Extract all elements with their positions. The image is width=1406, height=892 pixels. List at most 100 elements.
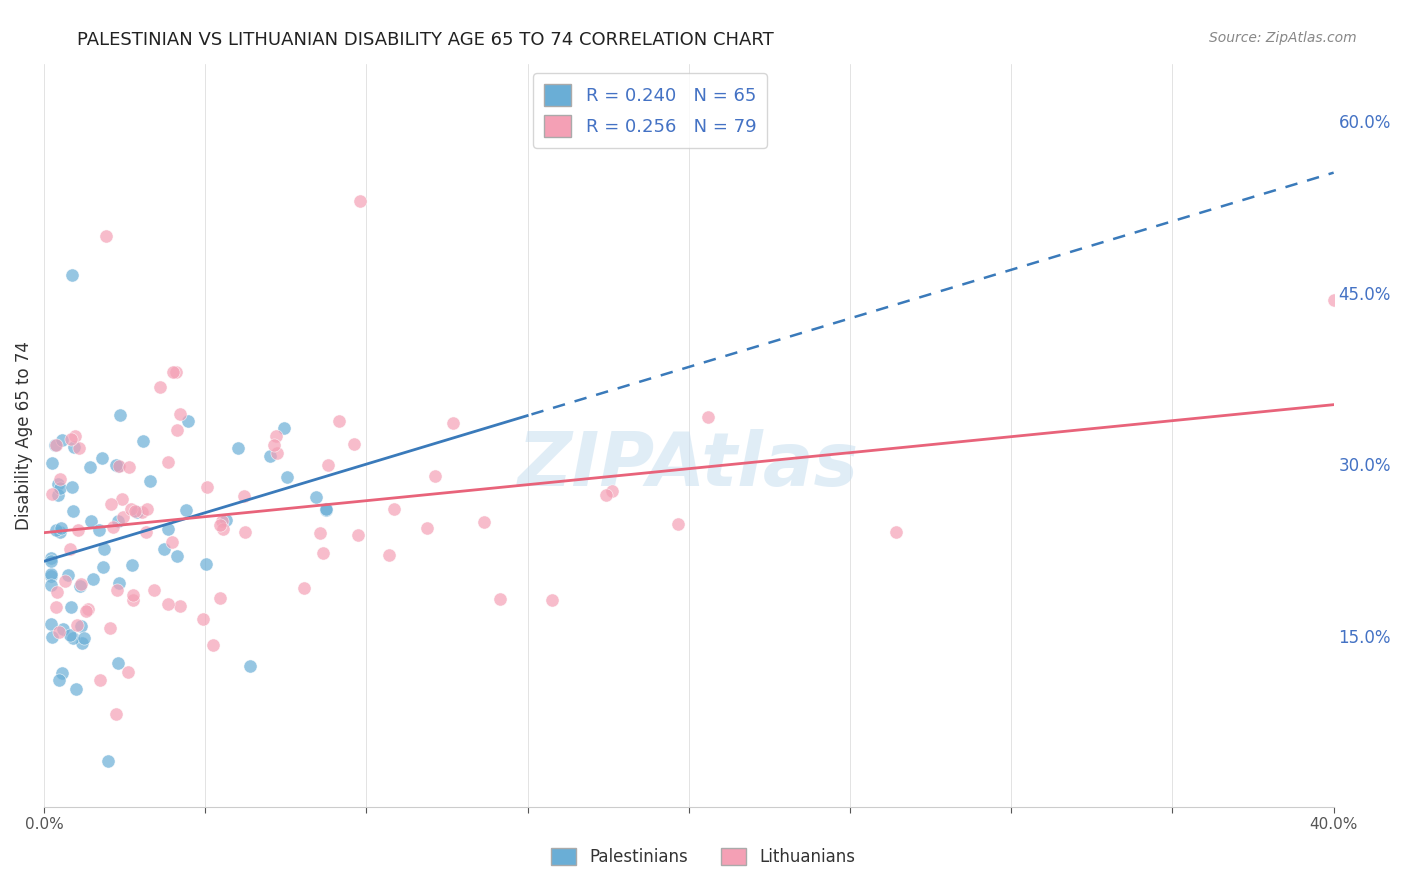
Point xyxy=(67,442,90,456)
Point xyxy=(108,575,131,590)
Point xyxy=(233,489,256,503)
Point xyxy=(48,472,70,486)
Point xyxy=(266,446,288,460)
Point xyxy=(79,460,101,475)
Legend: Palestinians, Lithuanians: Palestinians, Lithuanians xyxy=(544,841,862,873)
Point xyxy=(45,438,67,452)
Point xyxy=(124,504,146,518)
Point xyxy=(100,497,122,511)
Point xyxy=(107,515,129,529)
Point xyxy=(211,522,233,536)
Point xyxy=(264,428,287,442)
Point xyxy=(177,414,200,428)
Point xyxy=(416,521,439,535)
Point xyxy=(63,441,86,455)
Point xyxy=(135,524,157,539)
Point xyxy=(101,520,124,534)
Point xyxy=(208,591,231,606)
Point xyxy=(69,579,91,593)
Point xyxy=(82,572,104,586)
Point xyxy=(65,429,87,443)
Point xyxy=(107,459,129,474)
Point xyxy=(66,618,89,632)
Point xyxy=(541,592,564,607)
Point xyxy=(39,566,62,581)
Point xyxy=(51,434,73,448)
Point xyxy=(117,460,139,475)
Point xyxy=(125,505,148,519)
Point xyxy=(58,568,80,582)
Point xyxy=(169,407,191,421)
Point xyxy=(59,600,82,615)
Point xyxy=(226,441,249,455)
Point xyxy=(91,450,114,465)
Point xyxy=(41,457,63,471)
Point xyxy=(343,437,366,451)
Point xyxy=(423,469,446,483)
Point xyxy=(884,524,907,539)
Point xyxy=(160,534,183,549)
Point xyxy=(328,414,350,428)
Point xyxy=(93,542,115,557)
Point xyxy=(315,503,337,517)
Point xyxy=(697,409,720,424)
Point xyxy=(121,558,143,573)
Point xyxy=(122,592,145,607)
Point xyxy=(131,505,153,519)
Point xyxy=(193,612,215,626)
Point xyxy=(169,599,191,613)
Point xyxy=(382,501,405,516)
Point xyxy=(59,432,82,446)
Point xyxy=(489,592,512,607)
Point xyxy=(316,458,339,472)
Point xyxy=(66,524,89,538)
Point xyxy=(149,380,172,394)
Point xyxy=(595,488,617,502)
Point xyxy=(49,481,72,495)
Point xyxy=(666,517,689,532)
Text: PALESTINIAN VS LITHUANIAN DISABILITY AGE 65 TO 74 CORRELATION CHART: PALESTINIAN VS LITHUANIAN DISABILITY AGE… xyxy=(77,31,775,49)
Point xyxy=(49,524,72,539)
Point xyxy=(65,682,87,697)
Point xyxy=(111,491,134,506)
Point xyxy=(166,423,188,437)
Point xyxy=(48,625,70,640)
Point xyxy=(263,438,285,452)
Point xyxy=(39,578,62,592)
Point xyxy=(156,597,179,611)
Point xyxy=(45,599,67,614)
Point xyxy=(347,528,370,542)
Y-axis label: Disability Age 65 to 74: Disability Age 65 to 74 xyxy=(15,341,32,530)
Point xyxy=(45,523,67,537)
Point xyxy=(211,514,233,528)
Point xyxy=(117,665,139,680)
Point xyxy=(122,588,145,602)
Point xyxy=(46,488,69,502)
Point xyxy=(52,623,75,637)
Point xyxy=(51,665,73,680)
Point xyxy=(39,550,62,565)
Point xyxy=(378,548,401,562)
Point xyxy=(48,673,70,687)
Point xyxy=(273,421,295,435)
Point xyxy=(59,541,82,556)
Point xyxy=(209,517,232,532)
Point xyxy=(39,569,62,583)
Point xyxy=(41,487,63,501)
Point xyxy=(315,502,337,516)
Point xyxy=(305,490,328,504)
Point xyxy=(59,628,82,642)
Point xyxy=(1323,293,1346,307)
Point xyxy=(166,549,188,564)
Point xyxy=(80,514,103,528)
Point xyxy=(165,365,187,379)
Point xyxy=(157,455,180,469)
Point xyxy=(100,621,122,635)
Point xyxy=(89,673,111,687)
Point xyxy=(39,617,62,632)
Point xyxy=(41,630,63,644)
Point xyxy=(46,585,69,599)
Point xyxy=(239,658,262,673)
Point xyxy=(276,470,298,484)
Point xyxy=(53,574,76,588)
